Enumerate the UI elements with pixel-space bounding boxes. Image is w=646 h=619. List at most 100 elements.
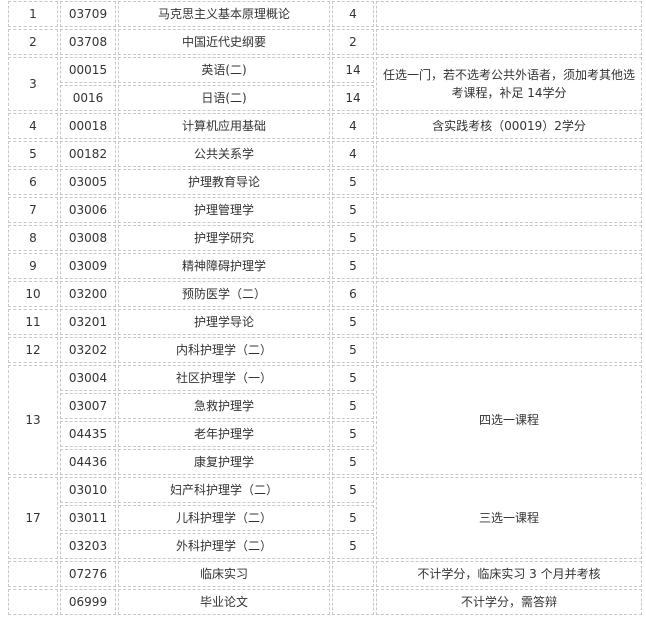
course-name-cell: 康复护理学 xyxy=(118,449,330,475)
credit-cell: 4 xyxy=(332,1,374,27)
credit-cell: 14 xyxy=(332,85,374,111)
course-name-cell: 急救护理学 xyxy=(118,393,330,419)
course-code-cell: 07276 xyxy=(60,561,116,587)
course-table: 1 03709 马克思主义基本原理概论 4 2 03708 中国近代史纲要 2 3 00015 英语… xyxy=(6,0,644,617)
table-row: 0016 日语(二) 14 xyxy=(8,85,642,111)
table-row: 1 03709 马克思主义基本原理概论 4 xyxy=(8,1,642,27)
course-code-cell: 03202 xyxy=(60,337,116,363)
course-code-cell: 03004 xyxy=(60,365,116,391)
note-cell xyxy=(376,29,642,55)
note-cell xyxy=(376,281,642,307)
course-code-cell: 00015 xyxy=(60,57,116,83)
row-number-cell: 7 xyxy=(8,197,58,223)
credit-cell: 5 xyxy=(332,365,374,391)
course-name-cell: 计算机应用基础 xyxy=(118,113,330,139)
course-code-cell: 03200 xyxy=(60,281,116,307)
table-row: 17 03010 妇产科护理学（二） 5 三选一课程 xyxy=(8,477,642,559)
row-number-cell: 5 xyxy=(8,141,58,167)
table-row: 06999 毕业论文 不计学分，需答辩 xyxy=(8,589,642,615)
note-cell xyxy=(376,141,642,167)
course-code-cell: 03007 xyxy=(60,393,116,419)
note-cell xyxy=(376,337,642,363)
course-code-cell: 00182 xyxy=(60,141,116,167)
credit-cell: 5 xyxy=(332,169,374,195)
credit-cell: 5 xyxy=(332,421,374,447)
note-cell xyxy=(376,197,642,223)
course-code-cell: 0016 xyxy=(60,85,116,111)
credit-cell: 14 xyxy=(332,57,374,83)
course-code-cell: 03008 xyxy=(60,225,116,251)
note-cell: 三选一课程 xyxy=(376,477,642,559)
note-cell xyxy=(376,225,642,251)
credit-cell: 5 xyxy=(332,477,374,503)
row-number-cell: 9 xyxy=(8,253,58,279)
credit-cell xyxy=(332,561,374,587)
course-name-cell: 护理管理学 xyxy=(118,197,330,223)
row-number-cell: 10 xyxy=(8,281,58,307)
table-row: 11 03201 护理学导论 5 xyxy=(8,309,642,335)
note-cell: 不计学分，临床实习 3 个月并考核 xyxy=(376,561,642,587)
table-row: 7 03006 护理管理学 5 xyxy=(8,197,642,223)
table-row: 07276 临床实习 不计学分，临床实习 3 个月并考核 xyxy=(8,561,642,587)
course-code-cell: 04436 xyxy=(60,449,116,475)
credit-cell: 4 xyxy=(332,113,374,139)
note-cell: 含实践考核（00019）2学分 xyxy=(376,113,642,139)
row-number-cell: 3 xyxy=(8,57,58,111)
table-row: 5 00182 公共关系学 4 xyxy=(8,141,642,167)
course-name-cell: 内科护理学（二） xyxy=(118,337,330,363)
table-row: 8 03008 护理学研究 5 xyxy=(8,225,642,251)
table-row: 12 03202 内科护理学（二） 5 xyxy=(8,337,642,363)
course-code-cell: 06999 xyxy=(60,589,116,615)
credit-cell: 5 xyxy=(332,393,374,419)
course-code-cell: 03709 xyxy=(60,1,116,27)
course-name-cell: 马克思主义基本原理概论 xyxy=(118,1,330,27)
row-number-cell: 1 xyxy=(8,1,58,27)
note-cell xyxy=(376,309,642,335)
course-code-cell: 00018 xyxy=(60,113,116,139)
credit-cell: 5 xyxy=(332,449,374,475)
course-name-cell: 英语(二) xyxy=(118,57,330,83)
credit-cell: 5 xyxy=(332,505,374,531)
row-number-cell: 12 xyxy=(8,337,58,363)
note-cell: 任选一门，若不选考公共外语者，须加考其他选考课程，补足 14学分 xyxy=(376,57,642,111)
row-number-cell: 17 xyxy=(8,477,58,559)
row-number-cell: 8 xyxy=(8,225,58,251)
course-name-cell: 社区护理学（一） xyxy=(118,365,330,391)
course-name-cell: 公共关系学 xyxy=(118,141,330,167)
credit-cell: 5 xyxy=(332,309,374,335)
course-name-cell: 护理学导论 xyxy=(118,309,330,335)
row-number-cell xyxy=(8,561,58,587)
course-name-cell: 儿科护理学（二） xyxy=(118,505,330,531)
course-name-cell: 中国近代史纲要 xyxy=(118,29,330,55)
credit-cell: 5 xyxy=(332,253,374,279)
row-number-cell: 2 xyxy=(8,29,58,55)
course-name-cell: 外科护理学（二） xyxy=(118,533,330,559)
table-row: 4 00018 计算机应用基础 4 含实践考核（00019）2学分 xyxy=(8,113,642,139)
course-code-cell: 03203 xyxy=(60,533,116,559)
table-row: 13 03004 社区护理学（一） 5 四选一课程 xyxy=(8,365,642,475)
row-number-cell: 4 xyxy=(8,113,58,139)
note-cell xyxy=(376,1,642,27)
credit-cell: 4 xyxy=(332,141,374,167)
table-row: 03007 急救护理学 5 xyxy=(8,393,642,419)
table-row: 2 03708 中国近代史纲要 2 xyxy=(8,29,642,55)
course-code-cell: 03201 xyxy=(60,309,116,335)
note-cell: 四选一课程 xyxy=(376,365,642,475)
note-cell: 不计学分，需答辩 xyxy=(376,589,642,615)
row-number-cell: 13 xyxy=(8,365,58,475)
table-row: 9 03009 精神障碍护理学 5 xyxy=(8,253,642,279)
credit-cell: 6 xyxy=(332,281,374,307)
table-row: 3 00015 英语(二) 14 任选一门，若不选考公共外语者，须加考其他选考课程，补足… xyxy=(8,57,642,111)
row-number-cell: 6 xyxy=(8,169,58,195)
course-code-cell: 03009 xyxy=(60,253,116,279)
course-code-cell: 03005 xyxy=(60,169,116,195)
credit-cell: 5 xyxy=(332,533,374,559)
course-code-cell: 03010 xyxy=(60,477,116,503)
course-name-cell: 日语(二) xyxy=(118,85,330,111)
credit-cell: 2 xyxy=(332,29,374,55)
course-name-cell: 护理教育导论 xyxy=(118,169,330,195)
row-number-cell xyxy=(8,589,58,615)
credit-cell: 5 xyxy=(332,225,374,251)
table-row: 04436 康复护理学 5 xyxy=(8,449,642,475)
course-code-cell: 03011 xyxy=(60,505,116,531)
